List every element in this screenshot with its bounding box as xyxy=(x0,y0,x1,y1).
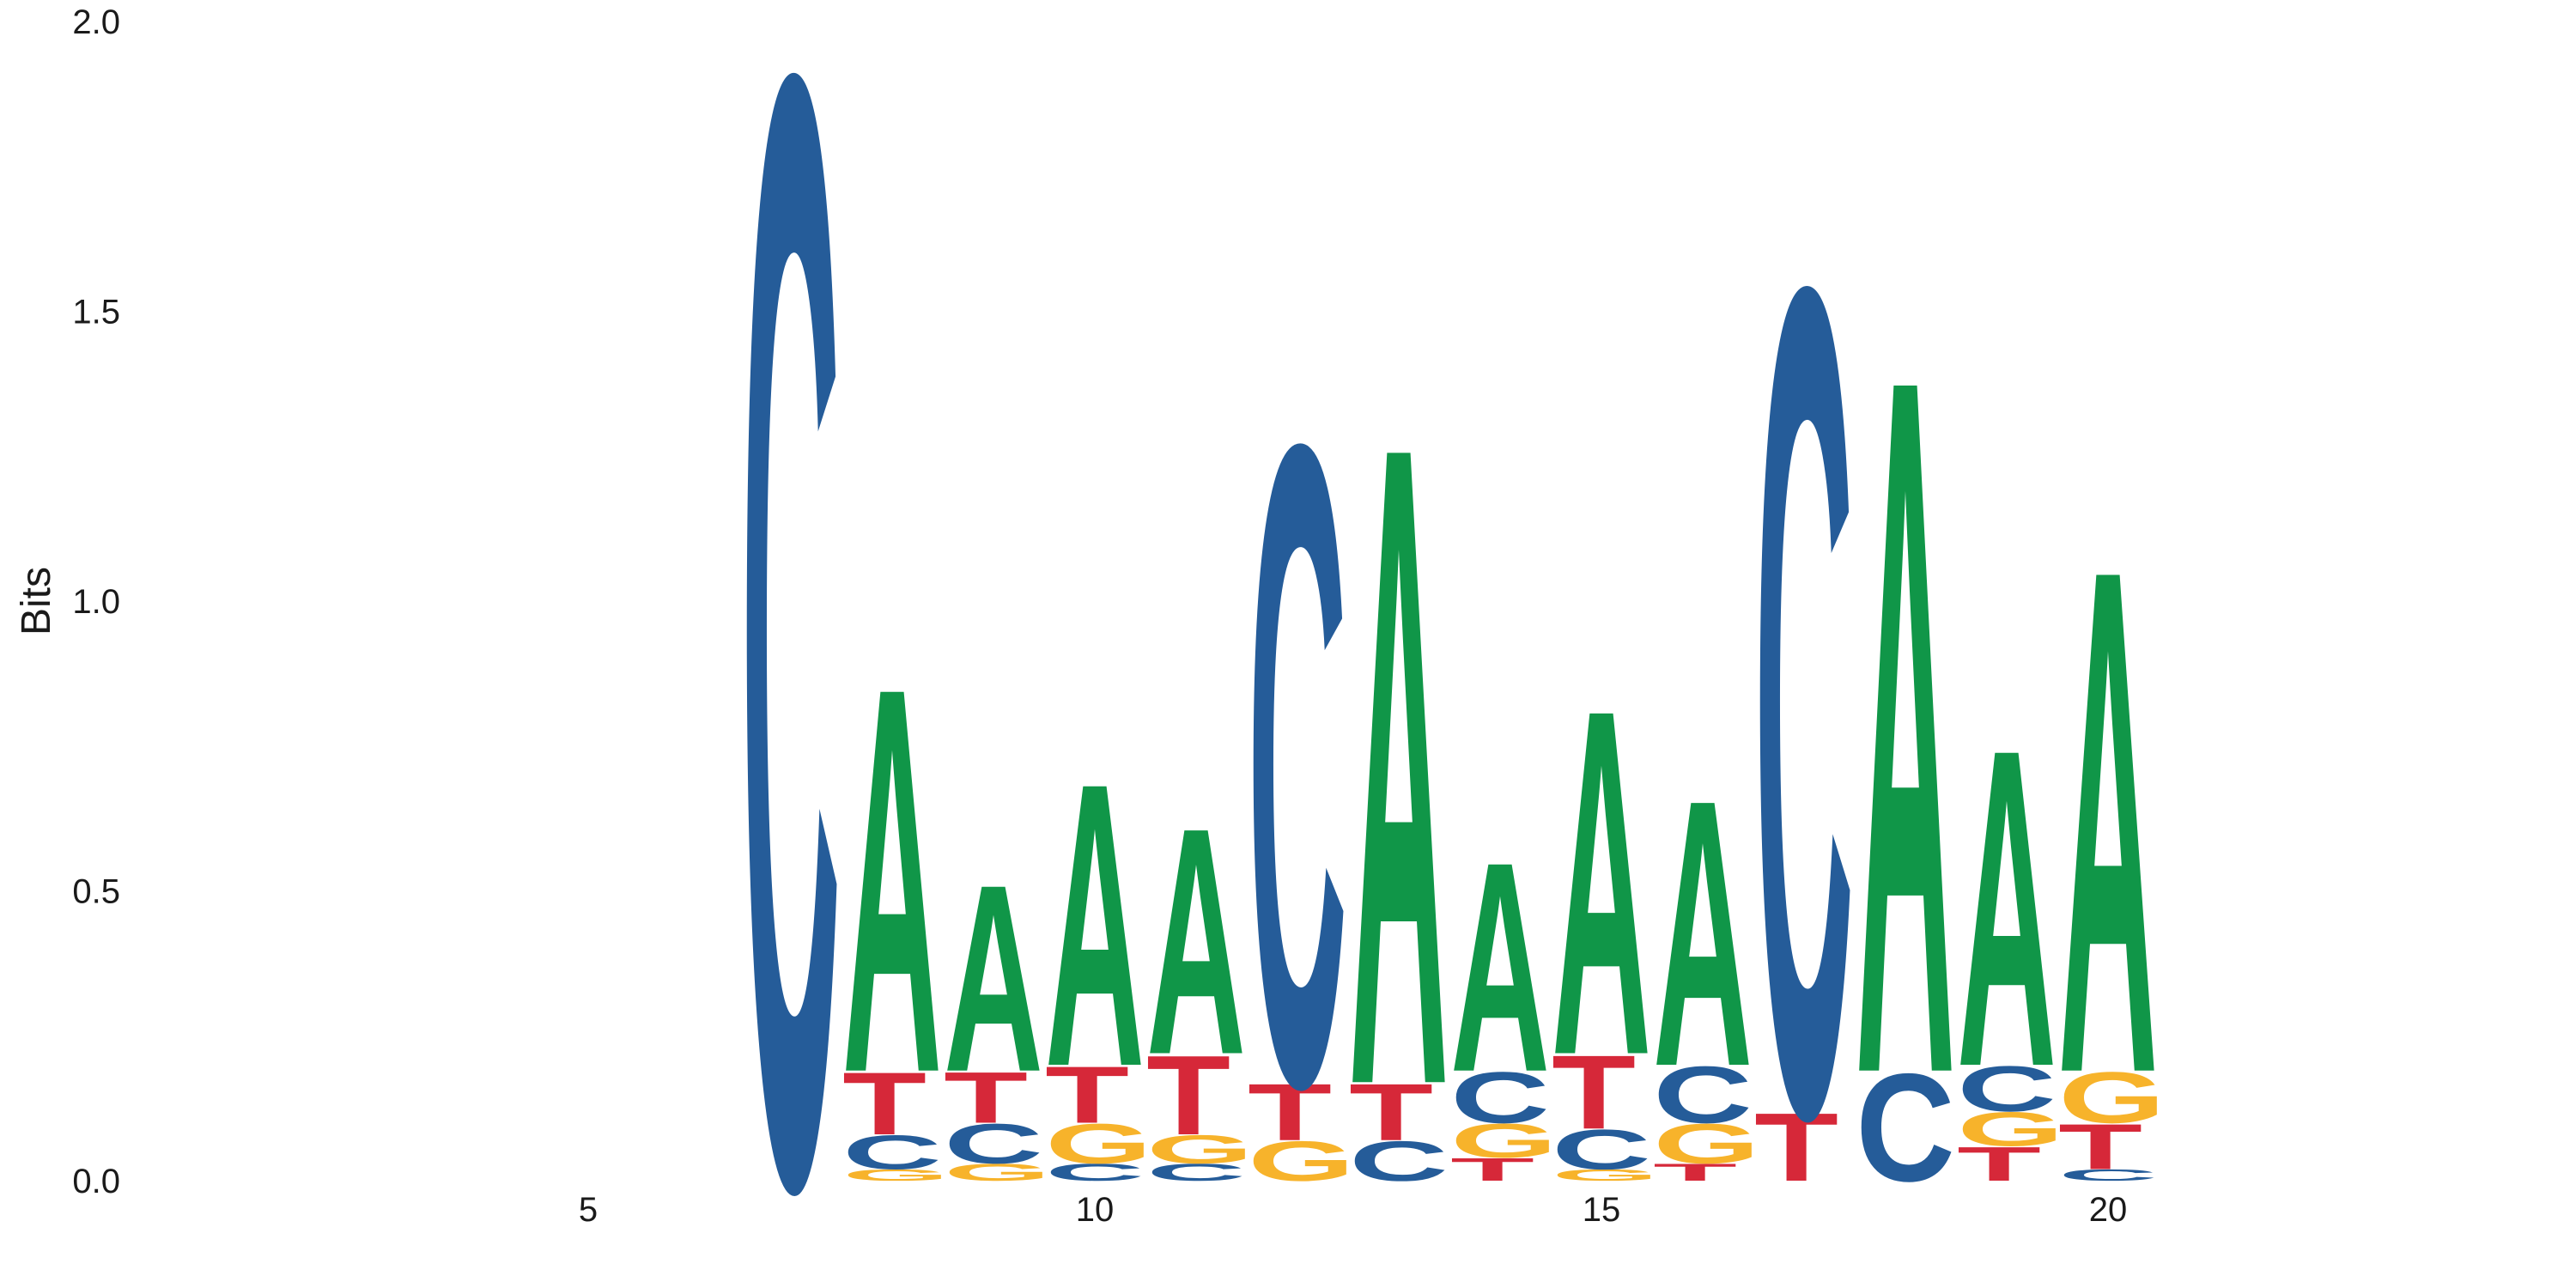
glyph-T: T xyxy=(1552,1034,1636,1151)
y-tick-labels: 0.0 0.5 1.0 1.5 2.0 xyxy=(72,3,120,1200)
glyph-T: T xyxy=(1653,1159,1737,1186)
glyph-A: A xyxy=(1957,654,2057,1161)
glyph-C: C xyxy=(2058,1166,2158,1184)
glyph-T: T xyxy=(1957,1137,2041,1191)
glyph-A: A xyxy=(1045,698,1145,1151)
glyph-G: G xyxy=(1248,1129,1355,1193)
glyph-C: C xyxy=(944,1112,1043,1176)
glyph-A: A xyxy=(1653,720,1753,1145)
glyph-A: A xyxy=(1856,171,1955,1282)
glyph-A: A xyxy=(2058,418,2158,1224)
glyph-T: T xyxy=(1450,1151,1534,1188)
logo-column-12: GTC xyxy=(1248,255,1355,1277)
glyph-C: C xyxy=(1045,1159,1145,1186)
glyph-C: C xyxy=(1957,1053,2057,1125)
glyph-G: G xyxy=(2058,1057,2166,1139)
glyph-T: T xyxy=(1146,1032,1230,1158)
x-tick-label: 20 xyxy=(2089,1191,2128,1229)
x-tick-label: 10 xyxy=(1076,1191,1115,1229)
glyph-C: C xyxy=(1248,255,1347,1277)
glyph-G: G xyxy=(1552,1166,1659,1184)
y-tick-label: 1.0 xyxy=(72,583,120,621)
glyph-G: G xyxy=(1957,1103,2064,1157)
glyph-C: C xyxy=(1552,1118,1651,1182)
glyph-A: A xyxy=(1146,762,1246,1122)
glyph-T: T xyxy=(1045,1049,1129,1139)
x-tick-label: 15 xyxy=(1583,1191,1621,1229)
glyph-G: G xyxy=(1146,1127,1254,1172)
glyph-A: A xyxy=(1552,607,1651,1158)
glyph-T: T xyxy=(1754,1093,1838,1201)
logo-column-17: TC xyxy=(1754,41,1854,1288)
glyph-A: A xyxy=(1349,255,1449,1277)
y-tick-label: 0.0 xyxy=(72,1163,120,1200)
x-tick-labels: 5 10 15 20 xyxy=(579,1191,2127,1229)
y-tick-label: 0.5 xyxy=(72,873,120,911)
glyph-T: T xyxy=(2058,1110,2142,1182)
glyph-T: T xyxy=(1349,1066,1433,1157)
glyph-G: G xyxy=(944,1159,1051,1186)
glyph-T: T xyxy=(944,1057,1028,1139)
glyph-C: C xyxy=(842,1126,942,1180)
glyph-A: A xyxy=(842,574,942,1188)
glyph-G: G xyxy=(1450,1114,1558,1168)
glyph-T: T xyxy=(1248,1066,1332,1157)
glyph-C: C xyxy=(1653,1049,1753,1139)
y-axis: Bits xyxy=(14,567,59,635)
glyph-C: C xyxy=(1349,1129,1449,1193)
logo-column-18: CA xyxy=(1856,171,1955,1282)
y-axis-title: Bits xyxy=(14,567,59,635)
glyph-G: G xyxy=(1653,1112,1760,1176)
glyph-C: C xyxy=(1450,1057,1550,1139)
logo-column-13: CTA xyxy=(1349,255,1449,1277)
glyph-C: C xyxy=(1146,1159,1246,1186)
glyph-G: G xyxy=(1045,1112,1152,1176)
glyph-C: C xyxy=(1856,1042,1955,1214)
glyph-A: A xyxy=(1450,799,1550,1135)
glyph-C: C xyxy=(1754,41,1854,1288)
y-tick-label: 2.0 xyxy=(72,3,120,41)
x-tick-label: 5 xyxy=(579,1191,598,1229)
glyph-A: A xyxy=(944,829,1043,1127)
glyph-C: C xyxy=(741,0,841,1288)
logo-column-7: C xyxy=(741,0,841,1288)
y-tick-label: 1.5 xyxy=(72,294,120,331)
glyph-T: T xyxy=(842,1054,927,1153)
glyph-G: G xyxy=(842,1166,950,1184)
